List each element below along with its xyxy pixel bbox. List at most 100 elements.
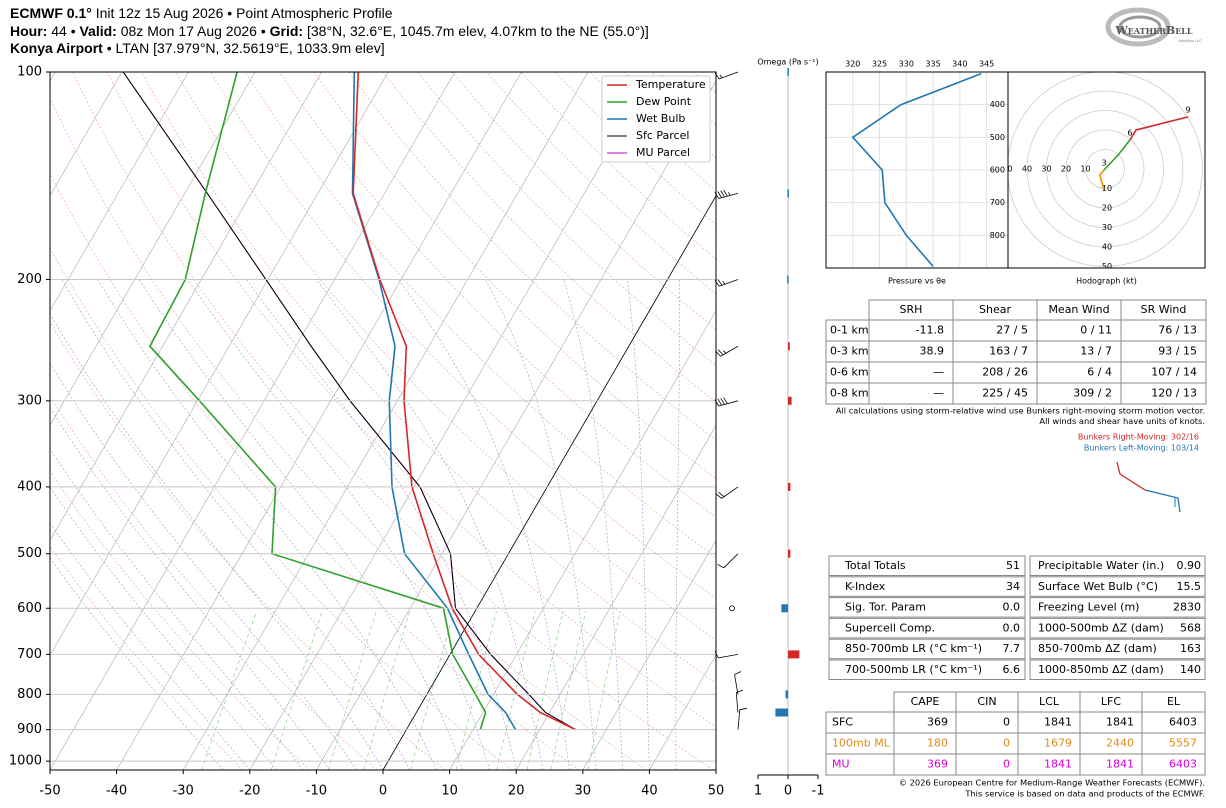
theta-e-title: Pressure vs θe (888, 277, 946, 286)
theta-e-plot (826, 72, 1008, 268)
omega-title: Omega (Pa s⁻¹) (757, 58, 818, 67)
dry-adiabat (555, 72, 716, 226)
legend-box (601, 75, 711, 163)
table-cell (828, 659, 1026, 680)
index-value: 163 (1180, 642, 1201, 655)
index-label: 700-500mb LR (°C km⁻¹) (845, 663, 982, 676)
note: All winds and shear have units of knots. (1039, 416, 1205, 426)
moist-adiabat (316, 279, 544, 770)
y-tick-label: 200 (17, 272, 42, 287)
dry-adiabat (50, 172, 579, 770)
ring-label: 20 (1102, 204, 1112, 213)
table-value: 0 (1003, 737, 1010, 750)
x-tick-label: 50 (708, 784, 725, 799)
storm-motion-sketch (1116, 461, 1181, 513)
x-tick-label: -10 (306, 784, 327, 799)
isotherm (50, 72, 456, 770)
dry-adiabat (210, 72, 716, 599)
table-value: 13 / 7 (1080, 345, 1112, 358)
station: Konya Airport (10, 40, 103, 56)
ring-label: 10 (1102, 184, 1112, 193)
table-value: 1841 (1106, 758, 1134, 771)
table-cell (828, 617, 1026, 639)
wind-barb (714, 71, 739, 80)
y-tick-label: 400 (17, 479, 42, 494)
omega-bar (788, 650, 800, 659)
table-value: — (933, 387, 944, 400)
ring-label: 50 (1102, 262, 1112, 271)
table-value: 2440 (1106, 737, 1134, 750)
column-header: LFC (1101, 695, 1121, 708)
row-label: 100mb ML (832, 737, 891, 750)
ring-label: 50 (1002, 165, 1012, 174)
moist-adiabat (50, 486, 277, 770)
y-tick-label: 500 (990, 133, 1005, 142)
table-cell (828, 597, 1026, 618)
index-label: 1000-500mb ΔZ (dam) (1038, 621, 1164, 634)
profile-line (122, 72, 576, 731)
y-tick-label: 700 (990, 198, 1005, 207)
index-value: 2830 (1173, 601, 1201, 614)
init: Init 12z 15 Aug 2026 (95, 5, 224, 21)
plot-frame (49, 71, 717, 771)
x-tick-label: -20 (239, 784, 260, 799)
index-value: 7.7 (1003, 642, 1021, 655)
x-tick-label: 10 (441, 784, 458, 799)
mixing-ratio-line (526, 611, 564, 770)
x-tick-label: -50 (39, 784, 60, 799)
moist-adiabat (50, 448, 304, 770)
separator: • (106, 40, 112, 56)
footer: This service is based on data and produc… (964, 789, 1205, 799)
moist-adiabat (627, 279, 650, 770)
wind-barb (714, 397, 739, 407)
legend-label: Sfc Parcel (636, 129, 689, 142)
ring-label: 20 (1061, 165, 1071, 174)
moist-adiabat (97, 279, 437, 770)
wind-barb (735, 689, 744, 713)
header-line: Hour: 44 • Valid: 08z Mon 17 Aug 2026 • … (10, 23, 649, 41)
omega-bar (788, 482, 791, 491)
valid-label: Valid: (79, 22, 117, 39)
dry-adiabat (72, 72, 714, 770)
dry-adiabat (50, 247, 512, 770)
row-label: 0-3 km (830, 345, 869, 358)
mixing-ratio-line (496, 611, 536, 770)
x-tick-label: 345 (979, 60, 994, 69)
storm-motion-line (1116, 461, 1146, 491)
table-cell (1029, 659, 1206, 680)
index-label: 1000-850mb ΔZ (dam) (1038, 663, 1164, 676)
moist-adiabat (485, 279, 597, 770)
mixing-ratio-line (587, 611, 621, 770)
table-cell (1120, 382, 1207, 405)
footer: © 2026 European Centre for Medium-Range … (899, 778, 1205, 788)
table-value: 1841 (1044, 758, 1072, 771)
height-marker: 9 (1186, 105, 1191, 114)
moist-adiabat (138, 279, 464, 770)
mixing-ratio-line (328, 611, 377, 770)
dry-adiabat (50, 321, 445, 770)
dry-adiabat (141, 72, 716, 684)
table-cell (1029, 638, 1206, 660)
table-cell (828, 638, 1026, 660)
wind-barb (714, 279, 739, 287)
x-tick-label: 30 (575, 784, 592, 799)
moist-adiabat (187, 279, 490, 770)
hodograph-ring (1085, 149, 1125, 189)
hodograph-ring (1046, 110, 1164, 228)
moist-adiabat (50, 362, 357, 770)
row-label: 0-8 km (830, 387, 869, 400)
dry-adiabat (348, 72, 716, 441)
hodograph-line (1129, 116, 1189, 141)
ring-label: 40 (1022, 165, 1032, 174)
isotherm (582, 539, 716, 770)
hodograph-ring (1026, 90, 1184, 248)
y-tick-label: 500 (17, 546, 42, 561)
hodograph-ring (1008, 72, 1203, 267)
header: ECMWF 0.1° Init 12z 15 Aug 2026 • Point … (10, 5, 649, 58)
table-value: 1841 (1044, 716, 1072, 729)
y-tick-label: 1000 (9, 754, 42, 769)
x-tick-label: 330 (899, 60, 914, 69)
grid: [38°N, 32.6°E, 1045.7m elev, 4.07km to t… (307, 22, 649, 39)
table-value: 369 (927, 758, 948, 771)
